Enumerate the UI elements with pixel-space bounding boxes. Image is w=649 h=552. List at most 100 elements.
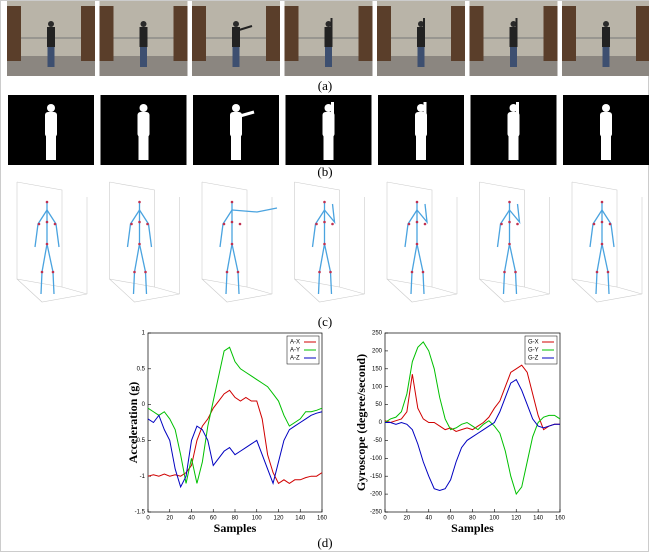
- skeleton: [47, 244, 54, 294]
- skeleton-joint: [323, 243, 326, 246]
- silhouette-head: [232, 104, 240, 112]
- person-head: [141, 21, 147, 27]
- person-legs: [325, 47, 332, 67]
- photo-shelf: [470, 6, 484, 61]
- skeleton-joint: [424, 223, 427, 226]
- person-legs: [603, 47, 610, 67]
- skeleton-joint: [46, 243, 49, 246]
- figure: (a) (b) (c) (d) -1.5-1-0.500.51020406080…: [0, 0, 649, 552]
- skeleton-joint: [508, 243, 511, 246]
- skeleton-joint: [503, 271, 506, 274]
- skeleton-joint: [38, 223, 41, 226]
- skeleton-joint: [239, 223, 242, 226]
- person-legs: [233, 47, 240, 67]
- skeleton-joint: [601, 243, 604, 246]
- silhouette-legs: [231, 136, 241, 160]
- skeleton-box: [295, 182, 340, 287]
- skeleton-joint: [411, 271, 414, 274]
- skeleton: [140, 210, 152, 247]
- skeleton-joint: [231, 221, 234, 224]
- skeleton-joint: [596, 271, 599, 274]
- skeleton-joint: [516, 223, 519, 226]
- person-legs: [418, 47, 425, 67]
- photo-shelf: [81, 6, 95, 61]
- skeleton-joint: [601, 201, 604, 204]
- photo-shelf: [100, 6, 114, 61]
- skeleton-joint: [416, 221, 419, 224]
- skeleton: [602, 244, 609, 294]
- photo-shelf: [544, 6, 558, 61]
- legend-label: G-Z: [528, 356, 539, 362]
- y-tick-label: 1: [142, 331, 146, 337]
- silhouette-legs: [416, 136, 426, 160]
- skeleton-joint: [601, 221, 604, 224]
- skeleton: [510, 244, 517, 294]
- photo-shelf: [359, 6, 373, 61]
- person-head: [603, 21, 609, 27]
- x-tick-label: 140: [295, 516, 306, 522]
- skeleton: [590, 210, 602, 247]
- person-body: [232, 27, 240, 47]
- skeleton-joint: [408, 223, 411, 226]
- person-body: [47, 27, 55, 47]
- skeleton-joint: [593, 223, 596, 226]
- skeleton: [47, 210, 59, 247]
- silhouette-body: [138, 112, 150, 137]
- x-tick-label: 40: [425, 516, 432, 522]
- y-tick-label: 50: [375, 402, 382, 408]
- y-tick-label: 200: [372, 348, 383, 354]
- y-tick-label: 100: [372, 384, 383, 390]
- skeleton: [35, 210, 47, 247]
- skeleton-joint: [323, 201, 326, 204]
- photo-shelf: [562, 6, 576, 61]
- caption: (c): [318, 314, 332, 329]
- y-tick-label: 0: [379, 420, 383, 426]
- skeleton-joint: [237, 271, 240, 274]
- skeleton-joint: [46, 201, 49, 204]
- photo-shelf: [451, 6, 465, 61]
- photo-shelf: [266, 6, 280, 61]
- x-tick-label: 160: [555, 516, 566, 522]
- person-head: [233, 21, 239, 27]
- skeleton: [232, 208, 277, 212]
- skeleton-box: [202, 182, 247, 287]
- skeleton: [232, 244, 239, 294]
- skeleton-joint: [416, 201, 419, 204]
- silhouette-legs: [46, 136, 56, 160]
- y-tick-label: 0: [142, 402, 146, 408]
- skeleton-joint: [514, 271, 517, 274]
- caption: (b): [317, 164, 332, 179]
- skeleton: [417, 244, 424, 294]
- y-tick-label: -1.5: [135, 510, 146, 516]
- y-tick-label: -250: [370, 510, 383, 516]
- y-tick-label: -200: [370, 492, 383, 498]
- x-tick-label: 20: [166, 516, 173, 522]
- caption: (d): [317, 535, 332, 550]
- y-tick-label: 150: [372, 366, 383, 372]
- skeleton: [405, 210, 417, 247]
- skeleton-box: [387, 182, 432, 287]
- x-tick-label: 20: [404, 516, 411, 522]
- skeleton: [128, 210, 140, 247]
- skeleton-joint: [315, 223, 318, 226]
- y-tick-label: 0.5: [137, 366, 146, 372]
- skeleton: [325, 244, 332, 294]
- y-tick-label: 250: [372, 331, 383, 337]
- skeleton-joint: [138, 221, 141, 224]
- x-tick-label: 0: [146, 516, 150, 522]
- skeleton-joint: [500, 223, 503, 226]
- silhouette-legs: [509, 136, 519, 160]
- x-axis-label: Samples: [451, 521, 494, 535]
- skeleton-box: [480, 279, 550, 302]
- skeleton-joint: [609, 223, 612, 226]
- legend-label: A-Y: [290, 348, 300, 354]
- skeleton-joint: [331, 223, 334, 226]
- skeleton-box: [387, 279, 457, 302]
- x-tick-label: 140: [533, 516, 544, 522]
- person-body: [602, 27, 610, 47]
- silhouette-legs: [601, 136, 611, 160]
- person-legs: [140, 47, 147, 67]
- skeleton-joint: [138, 201, 141, 204]
- silhouette-body: [45, 112, 57, 137]
- x-tick-label: 160: [317, 516, 328, 522]
